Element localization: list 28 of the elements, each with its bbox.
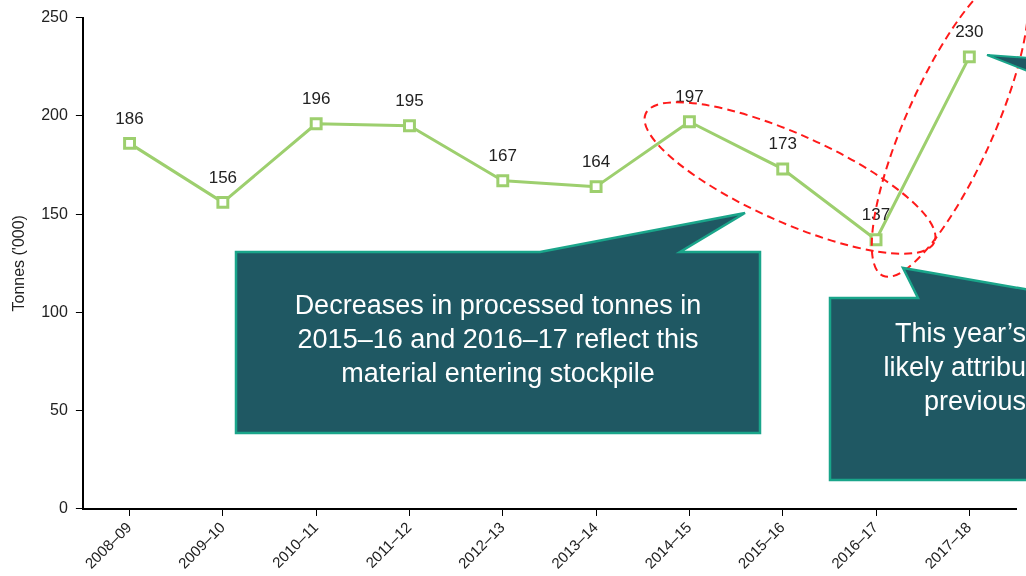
point [123,136,136,150]
data-label: 137 [861,204,891,224]
y-tick-label: 200 [41,106,68,124]
point [776,162,790,176]
y-tick-label: 0 [58,499,68,517]
data-label: 164 [581,151,611,171]
point [403,119,416,133]
data-label: 195 [395,90,424,110]
data-label: 167 [488,145,517,165]
data-label: 156 [208,167,238,187]
point [962,50,976,64]
data-label: 186 [115,108,144,128]
point [589,180,603,194]
point [309,117,323,131]
y-tick-label: 50 [50,401,68,419]
point [216,195,230,209]
data-label: 197 [675,86,704,106]
data-label: 196 [301,88,331,108]
data-label: 230 [955,22,984,42]
annotation: Decreases in processed tonnes in 2015–16 and 2016–17 reflect this material entering stockpile [293,289,703,390]
data-label: 173 [768,134,797,154]
y-tick-label: 250 [41,8,68,26]
y-tick-label: 100 [41,302,68,320]
point [682,115,696,129]
y-tick-label: 150 [41,204,68,222]
y-axis-title: Tonnes ('000) [10,215,28,312]
annotation: This year’s likely attribu previous [882,317,1026,418]
point [496,174,510,188]
